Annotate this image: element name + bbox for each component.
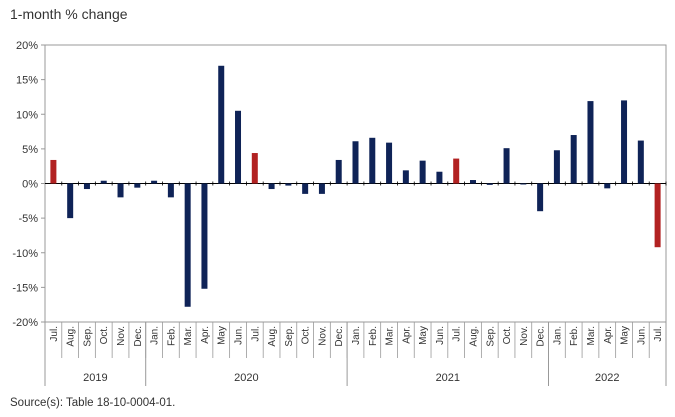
bar	[302, 183, 309, 194]
source-note: Source(s): Table 18-10-0004-01.	[10, 397, 176, 409]
bar	[621, 100, 628, 184]
bar	[218, 65, 225, 184]
x-tick-label: Apr.	[401, 326, 412, 344]
year-label: 2022	[595, 372, 619, 384]
year-label: 2021	[436, 372, 460, 384]
bar	[167, 183, 174, 198]
y-tick-label: -5%	[18, 213, 38, 225]
bar	[184, 183, 191, 307]
y-tick-label: -20%	[12, 317, 38, 329]
bar	[436, 171, 443, 184]
x-tick-label: Oct.	[301, 326, 312, 344]
bar	[654, 183, 661, 248]
bar	[453, 158, 460, 184]
bar	[134, 183, 141, 188]
x-tick-label: Aug.	[267, 326, 278, 347]
x-tick-label: Jul.	[49, 326, 60, 342]
x-tick-label: Nov.	[116, 326, 127, 346]
bar	[151, 180, 158, 184]
y-tick-label: 0%	[22, 179, 38, 191]
x-tick-label: Jun.	[435, 326, 446, 345]
y-tick-label: 10%	[16, 109, 38, 121]
x-tick-label: Jan.	[351, 326, 362, 345]
bar	[369, 137, 376, 184]
y-tick-label: -10%	[12, 248, 38, 260]
x-tick-label: Jun.	[636, 326, 647, 345]
x-tick-label: Jul.	[452, 326, 463, 342]
bar	[268, 183, 275, 190]
x-tick-label: Jul.	[250, 326, 261, 342]
bar	[587, 101, 594, 184]
bar	[83, 183, 90, 190]
y-tick-label: 5%	[22, 144, 38, 156]
bar	[419, 160, 426, 184]
x-tick-label: Apr.	[200, 326, 211, 344]
x-tick-label: Sep.	[82, 326, 93, 347]
bar	[100, 180, 107, 184]
year-label: 2019	[83, 372, 107, 384]
year-label: 2020	[234, 372, 258, 384]
x-tick-label: Feb.	[166, 326, 177, 346]
x-tick-label: Mar.	[385, 326, 396, 345]
bar	[553, 150, 560, 184]
x-tick-label: Oct.	[99, 326, 110, 344]
bar	[318, 183, 325, 194]
bar	[335, 159, 342, 184]
x-tick-label: Feb.	[569, 326, 580, 346]
x-tick-label: May	[620, 326, 631, 345]
bar	[386, 142, 393, 184]
x-tick-label: Jan.	[150, 326, 161, 345]
bar	[520, 183, 527, 185]
bar	[352, 141, 359, 184]
x-tick-label: Nov.	[317, 326, 328, 346]
x-tick-label: Sep.	[284, 326, 295, 347]
bar	[503, 148, 510, 184]
bar	[201, 183, 208, 289]
bar	[285, 183, 292, 186]
bar	[235, 110, 242, 184]
x-tick-label: Mar.	[183, 326, 194, 345]
bar	[486, 183, 493, 185]
x-tick-label: Apr.	[603, 326, 614, 344]
x-tick-label: May	[418, 326, 429, 345]
x-tick-label: Aug.	[66, 326, 77, 347]
x-tick-label: Nov.	[519, 326, 530, 346]
chart-title: 1-month % change	[10, 6, 128, 22]
x-tick-label: Dec.	[334, 326, 345, 347]
x-tick-label: Dec.	[536, 326, 547, 347]
x-tick-label: Jun.	[234, 326, 245, 345]
x-tick-label: Jan.	[552, 326, 563, 345]
bar	[251, 153, 258, 184]
x-tick-label: Oct.	[502, 326, 513, 344]
bar	[537, 183, 544, 212]
x-tick-label: Jul.	[653, 326, 664, 342]
bar	[570, 135, 577, 184]
bar	[117, 183, 124, 198]
x-tick-label: Mar.	[586, 326, 597, 345]
x-tick-label: Dec.	[133, 326, 144, 347]
y-tick-label: 15%	[16, 75, 38, 87]
x-tick-label: Sep.	[485, 326, 496, 347]
bar	[604, 183, 611, 189]
y-tick-label: 20%	[16, 40, 38, 52]
bar	[637, 140, 644, 184]
bar	[67, 183, 74, 219]
y-tick-label: -15%	[12, 282, 38, 294]
bar	[50, 159, 57, 184]
x-tick-label: May	[217, 326, 228, 345]
bar	[469, 180, 476, 184]
x-tick-label: Feb.	[368, 326, 379, 346]
x-tick-label: Aug.	[468, 326, 479, 347]
bar	[402, 170, 409, 184]
